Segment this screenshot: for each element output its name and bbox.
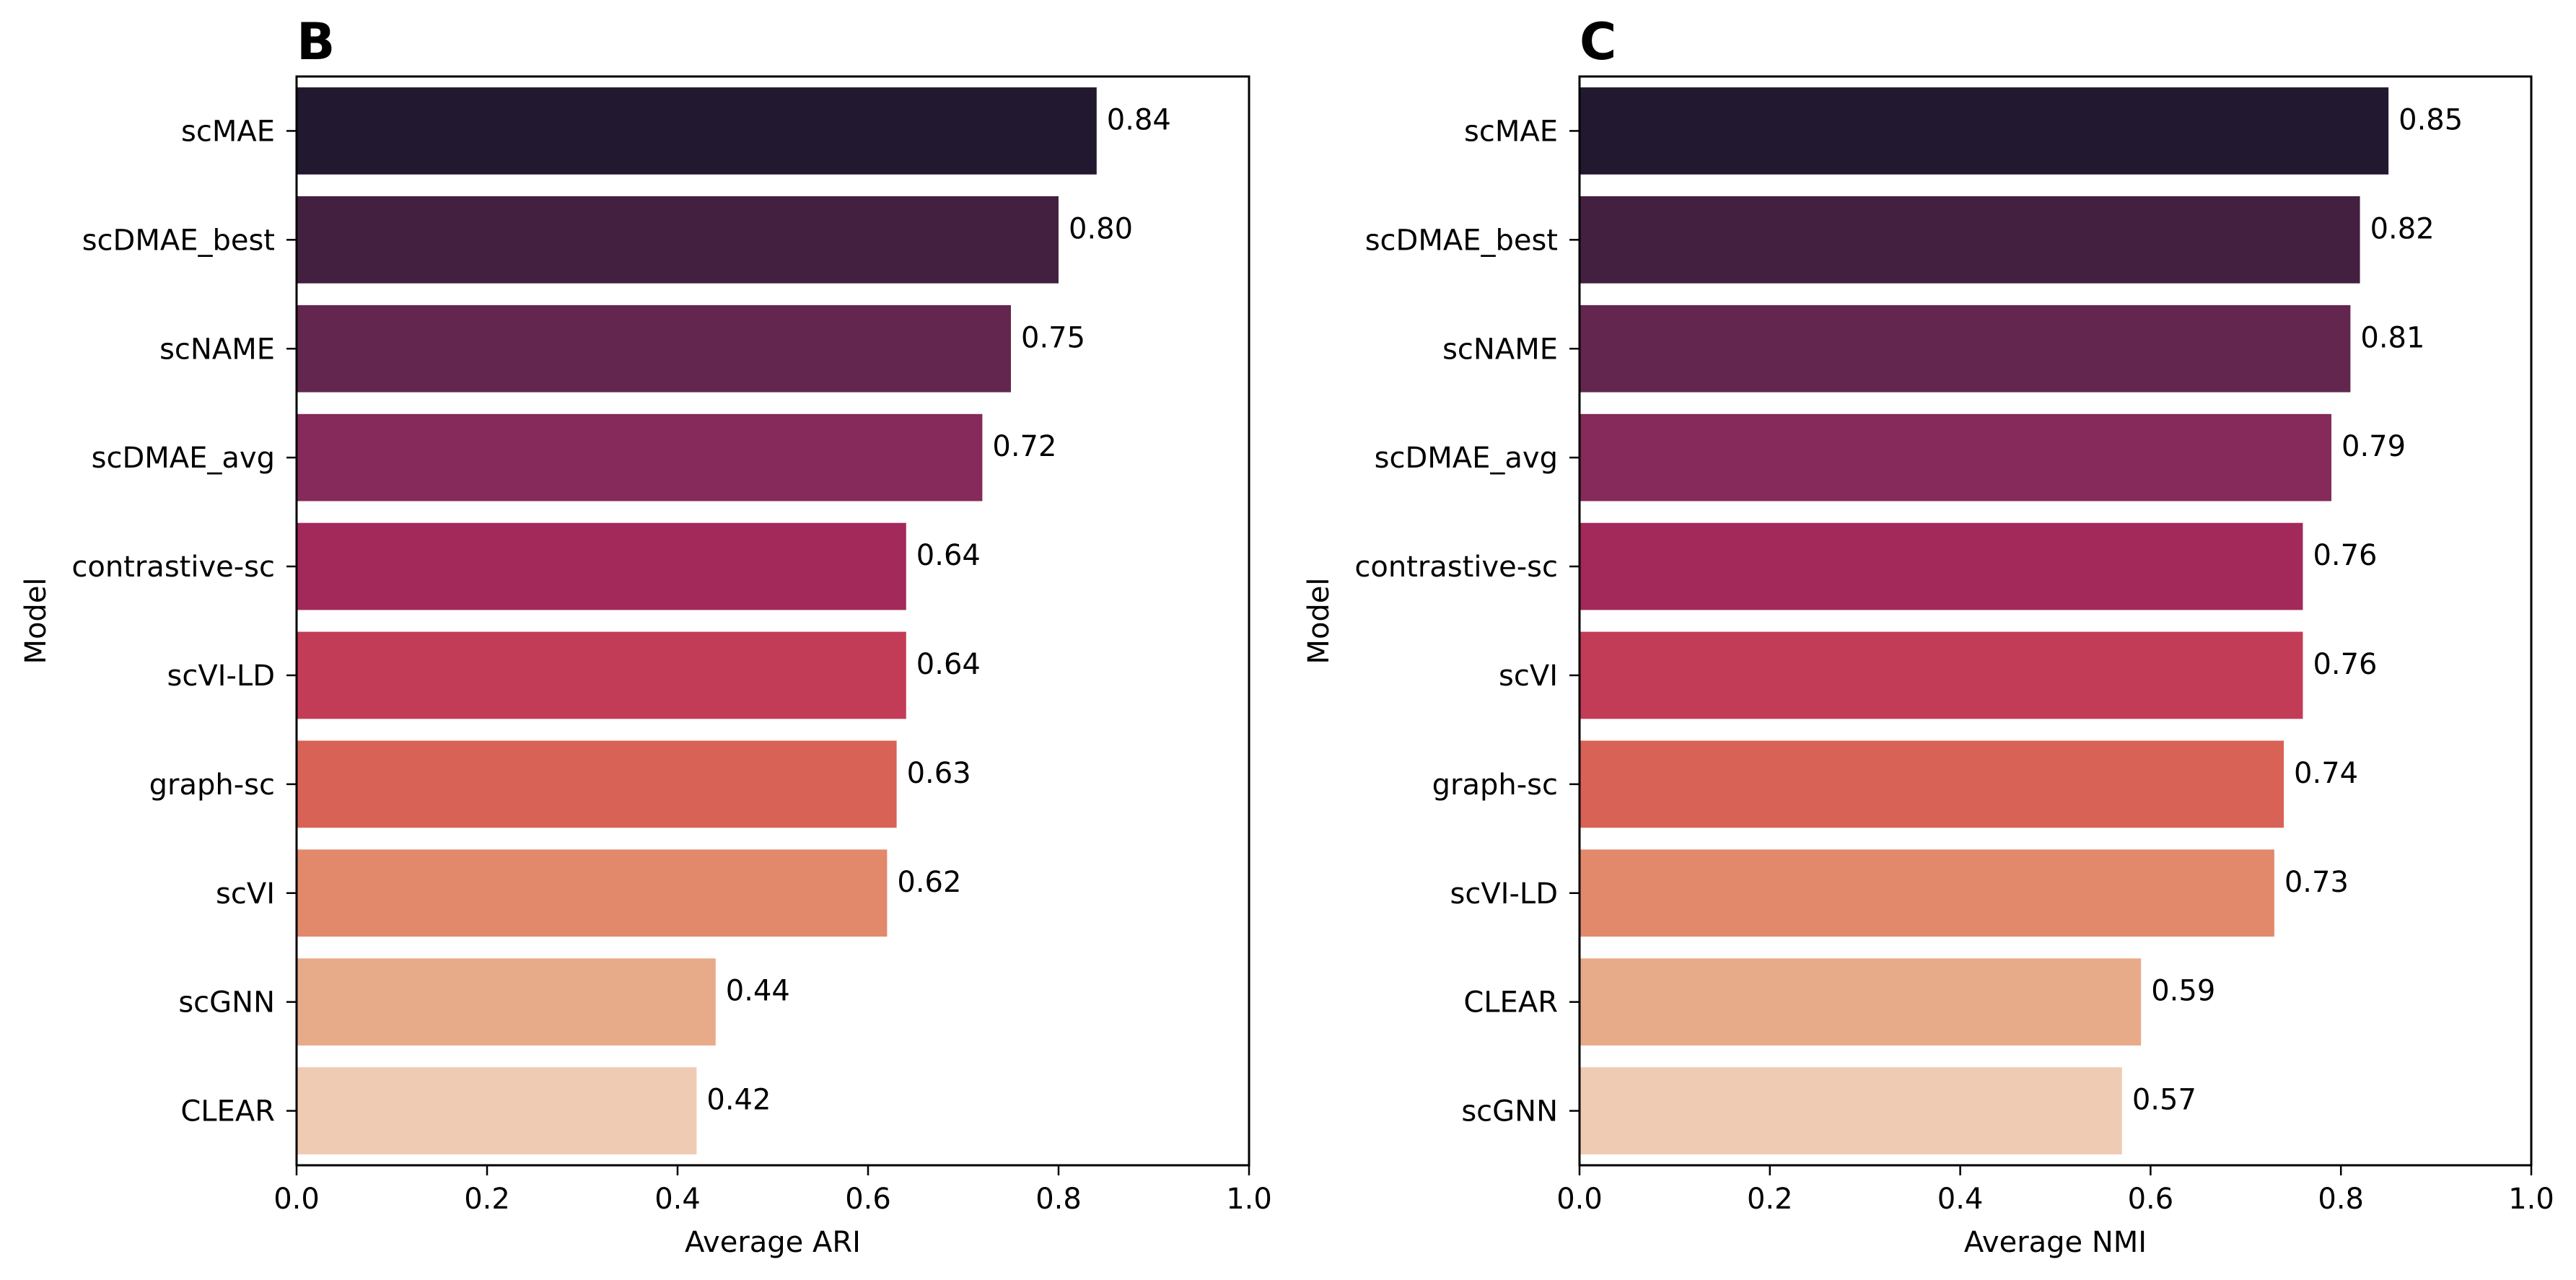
bar-C-scVI-LD	[1580, 849, 2274, 937]
bar-B-CLEAR	[297, 1067, 697, 1154]
bar-B-scMAE	[297, 87, 1097, 175]
data-label: 0.63	[907, 757, 971, 790]
data-label: 0.42	[706, 1084, 771, 1117]
data-label: 0.44	[726, 975, 790, 1008]
x-tick-label: 0.0	[1556, 1183, 1603, 1216]
data-label: 0.84	[1107, 103, 1171, 136]
panel-label: B	[297, 12, 335, 71]
y-tick-label: graph-sc	[149, 768, 275, 802]
x-tick-label: 0.8	[2318, 1183, 2364, 1216]
y-tick-label: scVI	[1499, 659, 1558, 693]
data-label: 0.74	[2294, 757, 2358, 790]
data-label: 0.57	[2132, 1084, 2196, 1117]
x-tick-label: 0.4	[654, 1183, 701, 1216]
y-tick-label: scGNN	[178, 986, 275, 1020]
bar-B-scVI-LD	[297, 631, 906, 719]
y-tick-label: scVI	[216, 877, 275, 911]
y-tick-label: scDMAE_best	[1365, 224, 1558, 257]
data-label: 0.76	[2313, 648, 2377, 681]
data-label: 0.81	[2360, 321, 2424, 354]
y-tick-label: scGNN	[1461, 1095, 1558, 1128]
bar-B-scDMAE_avg	[297, 413, 983, 501]
data-label: 0.85	[2398, 103, 2463, 136]
x-tick-label: 1.0	[2508, 1183, 2554, 1216]
y-axis-label: Model	[19, 577, 53, 664]
y-tick-label: scDMAE_avg	[92, 442, 275, 475]
bar-C-scNAME	[1580, 304, 2351, 393]
x-tick-label: 0.2	[1747, 1183, 1793, 1216]
y-tick-label: contrastive-sc	[1354, 551, 1558, 584]
plot-frame	[295, 75, 1250, 1167]
data-label: 0.82	[2370, 212, 2435, 245]
x-tick-label: 0.8	[1035, 1183, 1082, 1216]
y-tick-label: scNAME	[1442, 333, 1558, 366]
x-axis-label: Average ARI	[685, 1226, 861, 1259]
bar-B-graph-sc	[297, 740, 897, 828]
data-label: 0.64	[916, 648, 981, 681]
data-label: 0.62	[897, 866, 961, 899]
x-tick-label: 0.0	[273, 1183, 320, 1216]
bar-C-CLEAR	[1580, 958, 2142, 1046]
y-tick-label: scNAME	[159, 333, 275, 366]
bar-C-scGNN	[1580, 1067, 2122, 1154]
y-tick-label: graph-sc	[1432, 768, 1558, 802]
y-tick-label: scDMAE_avg	[1375, 442, 1558, 475]
data-label: 0.73	[2284, 866, 2349, 899]
y-tick-label: scMAE	[1464, 115, 1558, 148]
bar-C-contrastive-sc	[1580, 522, 2303, 610]
bar-C-scVI	[1580, 631, 2303, 719]
data-label: 0.80	[1069, 212, 1133, 245]
plot-frame	[1578, 75, 2533, 1167]
y-tick-label: scVI-LD	[167, 659, 275, 693]
panel-label: C	[1580, 12, 1616, 71]
x-tick-label: 0.6	[845, 1183, 891, 1216]
data-label: 0.59	[2151, 975, 2215, 1008]
bar-B-scNAME	[297, 304, 1011, 393]
bar-C-scDMAE_best	[1580, 196, 2360, 284]
x-tick-label: 1.0	[1226, 1183, 1272, 1216]
data-label: 0.79	[2341, 430, 2406, 463]
data-label: 0.72	[992, 430, 1056, 463]
data-label: 0.76	[2313, 539, 2377, 572]
data-label: 0.75	[1021, 321, 1085, 354]
bar-C-scMAE	[1580, 87, 2389, 175]
bar-C-graph-sc	[1580, 740, 2284, 828]
bar-B-scGNN	[297, 958, 716, 1046]
y-tick-label: CLEAR	[1463, 986, 1558, 1020]
x-tick-label: 0.2	[464, 1183, 510, 1216]
y-tick-label: scVI-LD	[1450, 877, 1558, 911]
bar-C-scDMAE_avg	[1580, 413, 2332, 501]
bar-B-scVI	[297, 849, 888, 937]
y-tick-label: contrastive-sc	[71, 551, 275, 584]
x-tick-label: 0.4	[1937, 1183, 1984, 1216]
y-axis-label: Model	[1302, 577, 1336, 664]
x-axis-label: Average NMI	[1964, 1226, 2147, 1259]
x-tick-label: 0.6	[2128, 1183, 2174, 1216]
y-tick-label: CLEAR	[180, 1095, 275, 1128]
y-tick-label: scDMAE_best	[82, 224, 275, 257]
bar-B-contrastive-sc	[297, 522, 906, 610]
y-tick-label: scMAE	[181, 115, 275, 148]
data-label: 0.64	[916, 539, 981, 572]
bar-B-scDMAE_best	[297, 196, 1059, 284]
